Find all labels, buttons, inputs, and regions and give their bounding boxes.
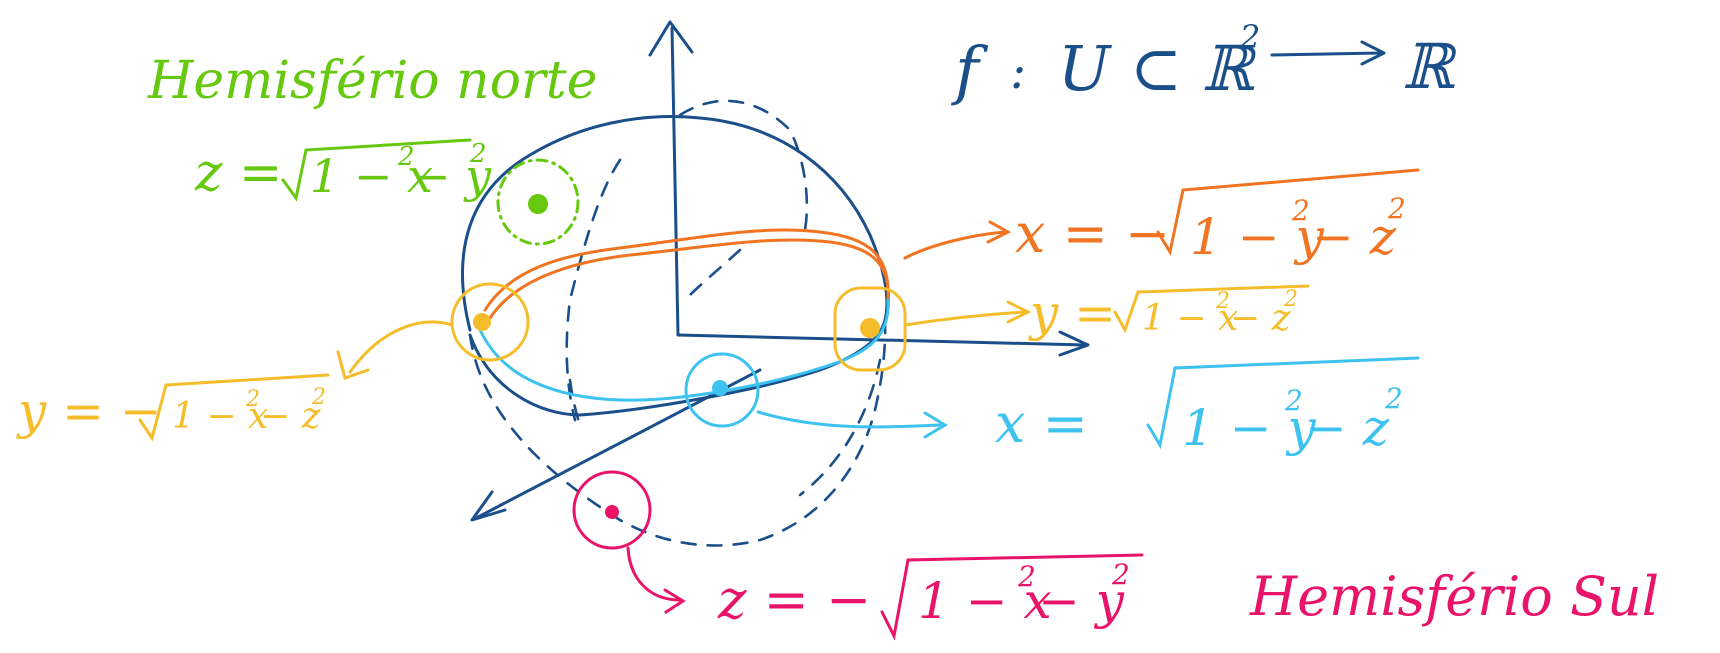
f-map-arrow [1270,51,1382,57]
south-arrow [626,546,682,602]
yellow-left-eq-rad2: − z [260,396,322,437]
orange-band [483,220,1012,320]
yellow-right-arrow [903,310,1027,327]
orange-equation: x = − 1 − y 2 − z 2 [1015,192,1406,266]
yellow-left-marker [336,282,530,380]
axes [470,20,1090,522]
south-equation: z = − 1 − x 2 − y 2 [717,558,1130,631]
f-domain: U ⊂ ℝ [1058,32,1257,105]
south-marker [572,470,686,614]
north-eq-exp: 2 [397,142,415,172]
yellow-left-eq-exp: 2 [245,387,260,412]
orange-eq-rad: 1 − y [1190,208,1324,266]
cyan-eq-rad: 1 − y [1182,399,1316,457]
y-axis [676,333,1087,347]
south-eq-lhs: z = − [717,568,871,631]
sphere-back-dash [568,378,582,427]
south-radical [880,553,1144,641]
cyan-eq-rad2: − z [1305,399,1390,457]
orange-eq-lhs: x = − [1015,202,1170,265]
north-label: Hemisfério norte z = 1 − x 2 − y 2 [147,51,597,203]
south-eq-rad2: − y [1038,572,1125,630]
yellow-left-eq-rad: 1 − x [172,396,268,437]
yellow-left-arrowhead [336,350,370,380]
north-marker [496,158,580,246]
f-colon: : [1010,44,1026,100]
yellow-left-point [473,313,491,331]
yellow-right-eq-exp2: 2 [1283,287,1298,312]
cyan-eq-exp: 2 [1284,384,1303,417]
north-eq-rad: 1 − x [310,149,433,203]
cyan-eq-exp2: 2 [1384,382,1403,415]
orange-arrow [903,230,1007,260]
yellow-right-equation: y = 1 − x 2 − z 2 [1028,284,1298,342]
yellow-right-arrowhead [1006,300,1032,324]
function-definition: f : U ⊂ ℝ 2 ℝ [951,18,1457,108]
sphere-inner-dashed [565,158,622,422]
yellow-left-eq-exp2: 2 [311,385,326,410]
orange-eq-exp2: 2 [1387,192,1406,225]
f-domain-exp: 2 [1239,18,1260,56]
f-codomain: ℝ [1402,30,1457,103]
yellow-right-marker [833,286,1032,372]
yellow-left-eq-lhs: y = − [16,382,162,440]
sphere-meridian-dashed [678,99,809,232]
orange-radical [1156,168,1420,257]
cyan-circle [684,352,760,428]
orange-band-line-2 [488,238,891,320]
z-axis-arrowhead [648,20,694,57]
cyan-marker [684,352,948,439]
cyan-equation: x = 1 − y 2 − z 2 [995,382,1403,457]
sphere-right-dashed [798,358,882,497]
sphere-outline-top [461,115,889,332]
north-point [528,194,548,214]
yellow-left-equation: y = − 1 − x 2 − z 2 [16,382,326,440]
south-point [605,505,619,519]
yellow-right-point [860,318,880,338]
sphere-outline-bottom-dashed [468,318,887,547]
yellow-left-radical [138,373,330,442]
north-eq-exp2: 2 [469,139,487,169]
north-eq-rad2: − y [412,149,492,203]
yellow-right-eq-rad: 1 − x [1142,298,1238,339]
orange-eq-exp: 2 [1291,194,1310,227]
north-title: Hemisfério norte [147,51,597,111]
cyan-arrow [756,410,942,429]
yellow-right-box [833,286,907,372]
cyan-point [712,380,728,396]
yellow-right-eq-rad2: − z [1230,298,1292,339]
south-eq-exp: 2 [1017,560,1036,593]
x-axis [476,368,762,519]
cyan-band [476,298,890,402]
south-eq-rad: 1 − x [918,572,1052,630]
north-circle-dotted [496,158,580,246]
cyan-arrowhead [923,411,948,439]
south-arrowhead [663,588,686,614]
south-circle [572,470,652,550]
yellow-right-eq-exp: 2 [1215,289,1230,314]
yellow-right-eq-lhs: y = [1028,284,1116,342]
f-map-arrowhead [1360,40,1386,66]
cyan-radical [1146,356,1420,450]
north-radical [281,138,472,202]
z-axis [670,26,680,337]
orange-arrowhead [986,220,1012,244]
yellow-left-circle [450,282,530,362]
south-eq-exp2: 2 [1111,558,1130,591]
sphere-inner-dashed-2 [688,248,742,297]
orange-band-line-1 [483,228,890,312]
north-eq-lhs: z = [194,143,283,203]
cyan-eq-lhs: x = [995,392,1088,455]
f-symbol: f [951,34,989,108]
orange-eq-rad2: − z [1312,208,1397,266]
south-title: Hemisfério Sul [1249,565,1659,628]
y-axis-arrowhead [1058,330,1090,357]
yellow-right-radical [1113,284,1310,334]
x-axis-arrowhead [470,490,507,522]
yellow-left-arrow [348,320,454,374]
